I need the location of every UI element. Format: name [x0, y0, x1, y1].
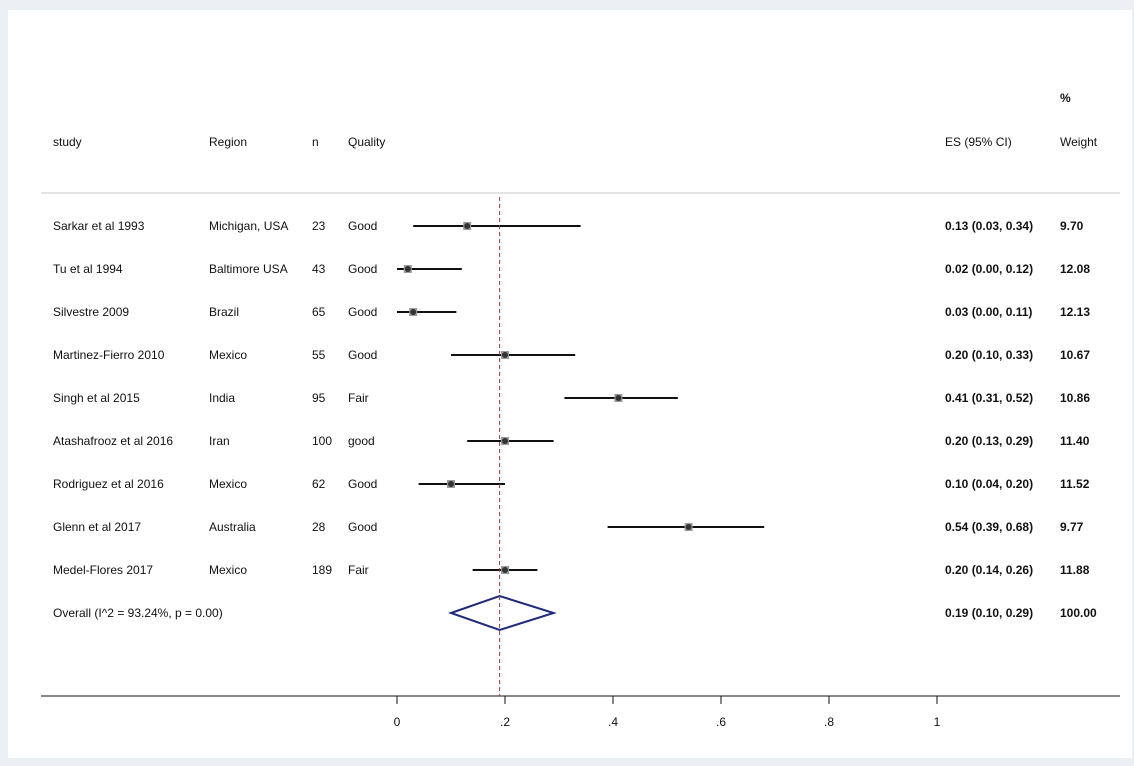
x-tick-label: .4 — [608, 715, 618, 729]
study-quality: Fair — [348, 563, 369, 577]
overall-weight: 100.00 — [1060, 606, 1097, 620]
header-study: study — [53, 135, 82, 149]
study-region: Mexico — [209, 477, 247, 491]
study-region: Mexico — [209, 348, 247, 362]
study-point-estimate — [502, 567, 508, 573]
study-es-ci: 0.20 (0.13, 0.29) — [945, 434, 1033, 448]
header-n: n — [312, 135, 319, 149]
study-point-estimate — [685, 524, 692, 530]
study-weight: 12.08 — [1060, 262, 1090, 276]
study-n: 189 — [312, 563, 332, 577]
study-weight: 9.70 — [1060, 219, 1084, 233]
study-name: Atashafrooz et al 2016 — [53, 434, 173, 448]
x-tick-label: .6 — [716, 715, 726, 729]
study-n: 43 — [312, 262, 326, 276]
study-weight: 12.13 — [1060, 305, 1090, 319]
study-weight: 11.40 — [1060, 434, 1090, 448]
study-point-estimate — [615, 395, 622, 401]
study-point-estimate — [502, 438, 508, 444]
forest-marks — [397, 197, 765, 696]
study-point-estimate — [464, 223, 471, 229]
study-n: 23 — [312, 219, 326, 233]
study-name: Rodriguez et al 2016 — [53, 477, 164, 491]
study-es-ci: 0.20 (0.14, 0.26) — [945, 563, 1033, 577]
study-es-ci: 0.13 (0.03, 0.34) — [945, 219, 1033, 233]
header-region: Region — [209, 135, 247, 149]
study-es-ci: 0.54 (0.39, 0.68) — [945, 520, 1033, 534]
overall-label: Overall (I^2 = 93.24%, p = 0.00) — [53, 606, 223, 620]
study-region: Brazil — [209, 305, 239, 319]
header-weight: Weight — [1060, 135, 1098, 149]
study-region: Baltimore USA — [209, 262, 288, 276]
x-tick-label: .2 — [500, 715, 510, 729]
study-name: Glenn et al 2017 — [53, 520, 141, 534]
study-n: 100 — [312, 434, 332, 448]
study-quality: Good — [348, 348, 377, 362]
study-name: Singh et al 2015 — [53, 391, 140, 405]
study-quality: Good — [348, 477, 377, 491]
study-name: Tu et al 1994 — [53, 262, 123, 276]
forest-plot-panel: % study Region n Quality ES (95% CI) Wei… — [8, 10, 1132, 758]
study-quality: Good — [348, 305, 377, 319]
study-region: Iran — [209, 434, 230, 448]
study-name: Sarkar et al 1993 — [53, 219, 145, 233]
study-point-estimate — [448, 481, 454, 487]
study-es-ci: 0.41 (0.31, 0.52) — [945, 391, 1033, 405]
forest-plot: % study Region n Quality ES (95% CI) Wei… — [41, 91, 1120, 729]
overall-diamond — [447, 594, 557, 632]
x-tick-label: 0 — [394, 715, 401, 729]
study-region: Mexico — [209, 563, 247, 577]
study-region: Michigan, USA — [209, 219, 288, 233]
study-point-estimate — [410, 309, 417, 315]
study-n: 28 — [312, 520, 326, 534]
x-tick-label: .8 — [824, 715, 834, 729]
study-weight: 10.67 — [1060, 348, 1090, 362]
study-point-estimate — [404, 266, 411, 272]
study-es-ci: 0.10 (0.04, 0.20) — [945, 477, 1033, 491]
x-axis-ticks: 0 .2 .4 .6 .8 1 — [394, 696, 941, 729]
study-n: 95 — [312, 391, 326, 405]
study-n: 65 — [312, 305, 326, 319]
study-region: Australia — [209, 520, 256, 534]
study-quality: Good — [348, 262, 377, 276]
study-weight: 11.88 — [1060, 563, 1090, 577]
study-weight: 10.86 — [1060, 391, 1090, 405]
header-quality: Quality — [348, 135, 385, 149]
study-name: Martinez-Fierro 2010 — [53, 348, 165, 362]
study-weight: 9.77 — [1060, 520, 1084, 534]
study-weight: 11.52 — [1060, 477, 1090, 491]
study-quality: good — [348, 434, 375, 448]
header-weight-percent: % — [1060, 91, 1071, 105]
x-tick-label: 1 — [934, 715, 941, 729]
study-n: 55 — [312, 348, 326, 362]
study-rows: Sarkar et al 1993 Michigan, USA 23 Good 0.13… — [53, 219, 1097, 620]
overall-es-ci: 0.19 (0.10, 0.29) — [945, 606, 1033, 620]
study-es-ci: 0.20 (0.10, 0.33) — [945, 348, 1033, 362]
study-es-ci: 0.03 (0.00, 0.11) — [945, 305, 1032, 319]
study-es-ci: 0.02 (0.00, 0.12) — [945, 262, 1033, 276]
study-point-estimate — [502, 352, 508, 358]
study-quality: Good — [348, 520, 377, 534]
study-quality: Good — [348, 219, 377, 233]
study-quality: Fair — [348, 391, 369, 405]
study-name: Silvestre 2009 — [53, 305, 129, 319]
header-es: ES (95% CI) — [945, 135, 1012, 149]
study-name: Medel-Flores 2017 — [53, 563, 153, 577]
study-region: India — [209, 391, 235, 405]
study-n: 62 — [312, 477, 326, 491]
